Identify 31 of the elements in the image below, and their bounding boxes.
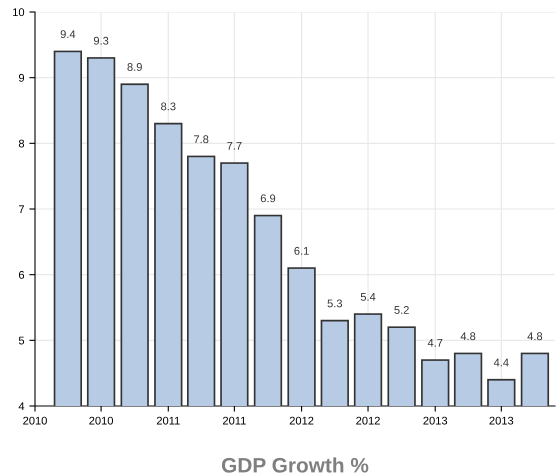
data-label: 9.3 xyxy=(94,36,108,45)
data-label: 7.8 xyxy=(194,135,208,144)
x-tick-label: 2013 xyxy=(423,416,448,425)
data-label: 4.8 xyxy=(527,332,542,340)
data-label: 4.8 xyxy=(460,332,476,340)
data-label: 6.1 xyxy=(294,246,309,255)
data-label: 5.3 xyxy=(328,299,342,308)
data-label: 4.4 xyxy=(494,358,509,366)
data-label: 9.4 xyxy=(60,30,76,38)
y-tick-label: 5 xyxy=(18,336,24,344)
x-tick-label: 2011 xyxy=(156,416,180,425)
x-tick-label: 2010 xyxy=(89,416,114,425)
data-label: 8.3 xyxy=(161,102,176,110)
x-tick-label: 2012 xyxy=(290,416,314,425)
data-label: 7.7 xyxy=(227,142,242,150)
x-tick-label: 2012 xyxy=(356,416,380,425)
x-axis-title: GDP Growth % xyxy=(222,457,368,473)
data-label: 6.9 xyxy=(260,194,276,202)
y-tick-label: 6 xyxy=(18,270,24,279)
y-tick-label: 10 xyxy=(13,8,24,16)
data-label: 5.4 xyxy=(360,293,376,301)
x-tick-label: 2011 xyxy=(222,416,246,425)
x-tick-label: 2013 xyxy=(490,416,514,425)
data-label: 5.2 xyxy=(394,306,409,314)
data-label: 4.7 xyxy=(428,338,442,347)
y-tick-label: 7 xyxy=(18,205,24,214)
x-tick-label: 2010 xyxy=(23,416,47,425)
data-label: 8.9 xyxy=(127,63,142,71)
y-tick-label: 8 xyxy=(18,140,24,148)
y-tick-label: 4 xyxy=(18,402,24,410)
y-tick-label: 9 xyxy=(18,74,24,82)
